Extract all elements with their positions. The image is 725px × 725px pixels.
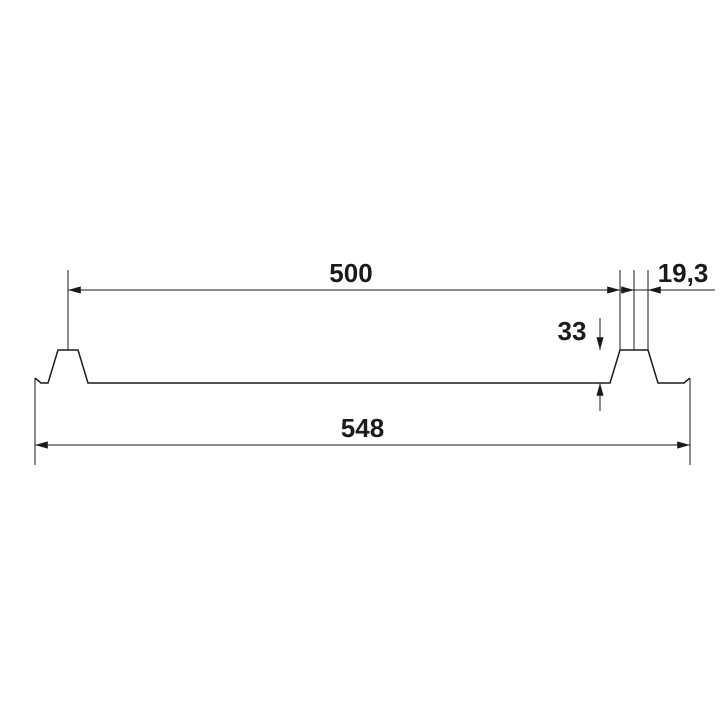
dim-bottom-width: 548 <box>35 378 690 465</box>
technical-drawing: 500 19,3 33 548 <box>0 0 725 725</box>
sheet-profile <box>35 350 690 383</box>
dim-rib-top-value: 19,3 <box>658 258 709 288</box>
dim-height-value: 33 <box>558 316 587 346</box>
dim-rib-top: 19,3 <box>607 258 715 350</box>
dim-top-width-value: 500 <box>329 258 372 288</box>
dim-top-width: 500 <box>68 258 634 350</box>
dim-bottom-width-value: 548 <box>341 413 384 443</box>
dim-height: 33 <box>558 316 605 411</box>
